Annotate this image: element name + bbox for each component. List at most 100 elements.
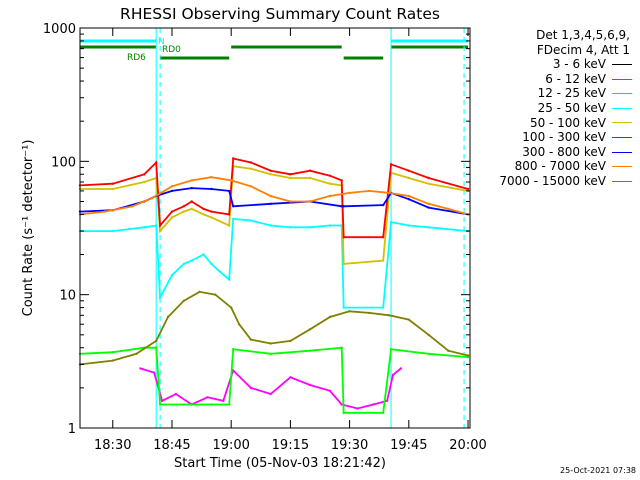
data-point	[308, 176, 312, 180]
data-point	[131, 205, 134, 208]
data-point	[249, 386, 253, 390]
data-point	[269, 352, 272, 355]
data-point	[158, 296, 162, 299]
legend-rows: 3 - 6 keV 6 - 12 keV 12 - 25 keV 25 - 50 ke…	[480, 57, 632, 188]
series-25-50-kev	[78, 217, 470, 309]
data-point	[143, 226, 146, 229]
data-point	[249, 161, 253, 164]
data-point	[269, 342, 272, 345]
data-point	[427, 226, 430, 229]
data-point	[348, 191, 351, 195]
data-point	[170, 216, 174, 219]
flag-label: N	[158, 37, 165, 47]
data-point	[289, 226, 292, 229]
data-point	[269, 173, 272, 176]
series-12-25-kev	[78, 346, 470, 414]
data-point	[190, 200, 193, 203]
data-point	[289, 176, 292, 180]
legend-entry-label: 12 - 25 keV	[537, 86, 606, 101]
series-line	[79, 290, 469, 366]
legend-entry: 3 - 6 keV	[480, 57, 632, 72]
legend-entry: 300 - 800 keV	[480, 145, 632, 160]
data-point	[111, 359, 115, 362]
data-point	[308, 226, 312, 229]
series-line	[140, 367, 402, 410]
data-point	[249, 219, 253, 222]
data-point	[389, 348, 393, 351]
data-point	[158, 229, 162, 233]
legend-swatch	[612, 93, 632, 95]
x-tick-label: 19:45	[390, 438, 427, 453]
legend-entry: 6 - 12 keV	[480, 72, 632, 87]
data-point	[427, 352, 430, 355]
data-point	[210, 187, 213, 191]
data-point	[447, 207, 450, 211]
series-100-300-kev	[78, 157, 470, 239]
legend-entry-label: 800 - 7000 keV	[514, 159, 606, 174]
axes: 18:30 18:45 19:00 19:15 19:30 19:45 20:00 1 10 10…	[43, 22, 487, 453]
data-point	[328, 389, 332, 392]
data-point	[103, 210, 107, 213]
y-tick-label: 1	[68, 422, 76, 437]
y-tick-label: 100	[51, 155, 76, 170]
data-point	[228, 403, 231, 406]
data-point	[382, 236, 385, 239]
data-point	[269, 224, 272, 227]
series-7000-15000-kev	[78, 290, 470, 366]
legend-entry-label: 100 - 300 keV	[522, 130, 606, 145]
legend-entry-label: 50 - 100 keV	[529, 115, 606, 130]
data-point	[328, 224, 332, 227]
data-point	[160, 399, 164, 402]
data-point	[111, 187, 115, 191]
data-point	[308, 383, 312, 387]
data-point	[190, 259, 193, 262]
legend-swatch	[612, 122, 632, 124]
data-point	[269, 194, 272, 198]
data-point	[269, 169, 272, 172]
legend-header-line-1: Det 1,3,4,5,6,9,	[536, 28, 630, 42]
data-point	[269, 202, 272, 205]
data-point	[342, 236, 345, 239]
data-point	[389, 163, 393, 166]
x-axis-label: Start Time (05-Nov-03 18:21:42)	[174, 456, 386, 471]
chart-title: RHESSI Observing Summary Count Rates	[120, 5, 440, 23]
data-point	[466, 354, 470, 357]
legend-entry-label: 6 - 12 keV	[545, 71, 606, 86]
data-point	[427, 176, 430, 180]
data-point	[228, 189, 231, 193]
data-point	[342, 306, 345, 309]
data-point	[342, 411, 345, 414]
x-tick-label: 19:15	[272, 438, 309, 453]
data-point	[356, 407, 359, 410]
data-point	[198, 290, 201, 293]
data-point	[249, 167, 253, 170]
series-6-12-kev	[139, 367, 403, 410]
data-point	[237, 323, 241, 326]
data-point	[158, 224, 162, 227]
data-point	[308, 328, 312, 331]
legend-swatch	[612, 107, 632, 109]
data-point	[210, 403, 213, 406]
series-line	[79, 346, 469, 414]
data-point	[232, 157, 235, 160]
data-point	[387, 314, 391, 317]
legend-entry: 100 - 300 keV	[480, 130, 632, 145]
data-point	[228, 213, 231, 216]
data-point	[170, 210, 174, 213]
data-point	[190, 207, 193, 211]
timestamp: 25-Oct-2021 07:38	[560, 466, 636, 475]
data-point	[155, 346, 158, 349]
data-point	[466, 187, 470, 191]
series-line	[80, 217, 469, 309]
legend: Det 1,3,4,5,6,9, FDecim 4, Att 1 3 - 6 k…	[480, 28, 632, 189]
data-point	[391, 373, 395, 377]
data-point	[407, 176, 410, 180]
series-line	[79, 187, 469, 216]
legend-swatch	[612, 180, 632, 182]
data-point	[407, 318, 410, 321]
data-point	[407, 194, 410, 198]
data-point	[230, 179, 233, 182]
data-point	[190, 186, 193, 190]
data-point	[230, 306, 233, 309]
